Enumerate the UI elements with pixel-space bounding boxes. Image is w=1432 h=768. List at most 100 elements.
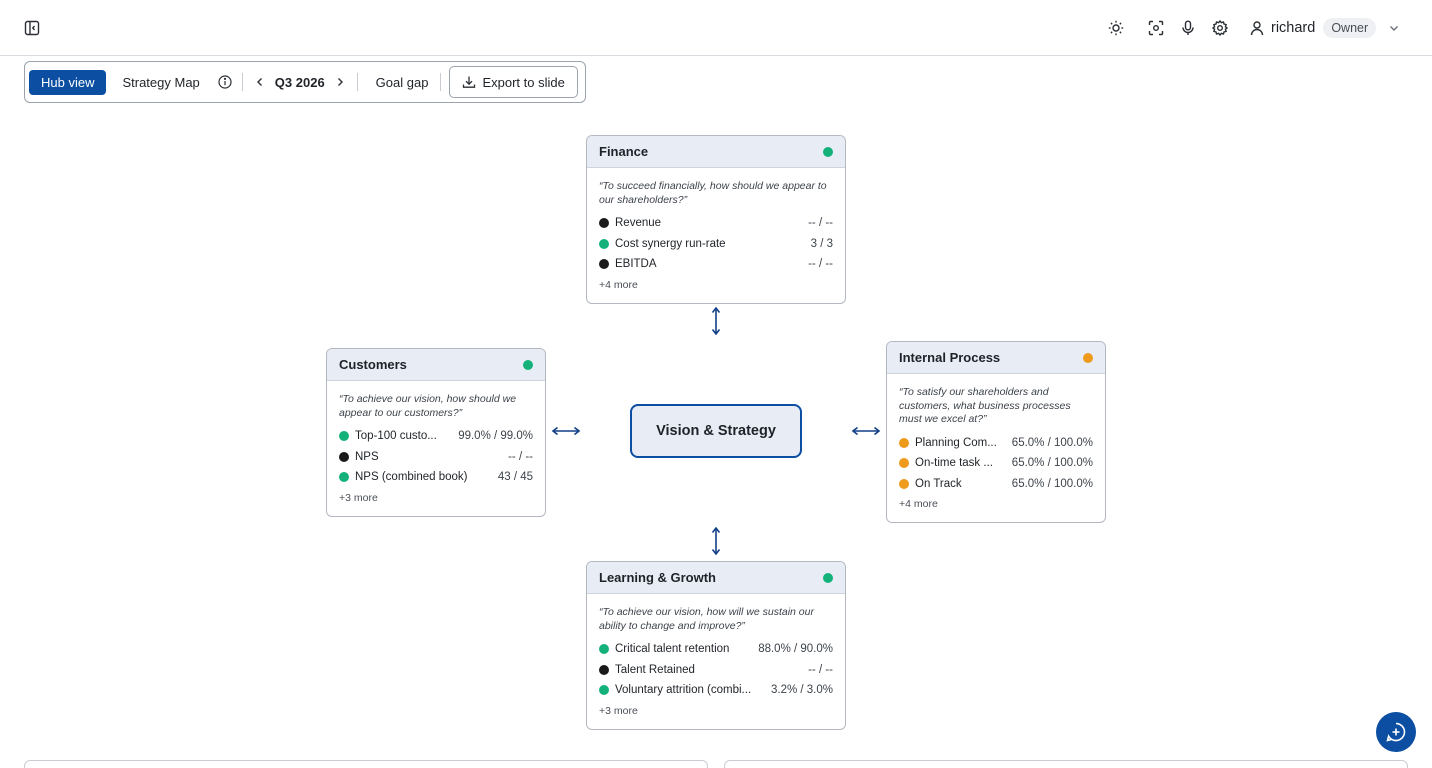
kpi-row[interactable]: NPS -- / -- [339, 447, 533, 468]
chat-plus-icon [1386, 722, 1406, 742]
kpi-value: 65.0% / 100.0% [1011, 457, 1093, 470]
kpi-row[interactable]: On Track 65.0% / 100.0% [899, 474, 1093, 495]
kpi-name: Voluntary attrition (combi... [615, 684, 752, 697]
kpi-name: Cost synergy run-rate [615, 237, 726, 250]
perspective-question: “To achieve our vision, how should we ap… [339, 393, 517, 419]
previous-period-icon[interactable] [249, 71, 271, 93]
kpi-value: -- / -- [508, 450, 533, 463]
kpi-row[interactable]: On-time task ... 65.0% / 100.0% [899, 453, 1093, 474]
kpi-value: -- / -- [808, 217, 833, 230]
next-period-icon[interactable] [329, 71, 351, 93]
perspective-question: “To achieve our vision, how will we sust… [599, 606, 814, 632]
kpi-value: 3 / 3 [810, 237, 833, 250]
perspective-question: “To succeed financially, how should we a… [599, 180, 827, 206]
kpi-name: Top-100 custo... [355, 430, 437, 443]
card-header: Learning & Growth [587, 562, 845, 594]
kpi-row[interactable]: Cost synergy run-rate 3 / 3 [599, 234, 833, 255]
more-link[interactable]: +3 more [599, 704, 638, 717]
kpi-status-dot [599, 685, 609, 696]
kpi-status-dot [599, 238, 609, 249]
vision-strategy-node[interactable]: Vision & Strategy [630, 404, 802, 458]
kpi-value: -- / -- [808, 663, 833, 676]
kpi-name: Planning Com... [915, 436, 997, 449]
view-toolbar: Hub view Strategy Map Q3 2026 Goal gap E… [24, 61, 586, 103]
card-title: Internal Process [899, 350, 1001, 365]
period-label: Q3 2026 [274, 74, 325, 90]
kpi-row[interactable]: EBITDA -- / -- [599, 254, 833, 275]
internal-process-card[interactable]: Internal Process “To satisfy our shareho… [886, 341, 1106, 523]
kpi-status-dot [339, 472, 349, 483]
top-header: richard Owner [0, 0, 1432, 56]
microphone-icon[interactable] [1178, 18, 1198, 38]
user-menu[interactable]: richard Owner [1249, 16, 1400, 40]
kpi-status-dot [599, 259, 609, 270]
kpi-name: On-time task ... [915, 457, 993, 470]
card-header: Finance [587, 136, 845, 168]
kpi-value: 43 / 45 [497, 471, 533, 484]
kpi-value: 65.0% / 100.0% [1011, 436, 1093, 449]
toolbar-divider [356, 73, 358, 91]
bottom-panel-left [24, 760, 708, 768]
goal-gap-button[interactable]: Goal gap [375, 74, 429, 90]
more-link[interactable]: +3 more [339, 491, 378, 504]
vertical-double-arrow-icon [711, 306, 721, 336]
more-link[interactable]: +4 more [599, 278, 638, 291]
kpi-name: NPS [355, 450, 379, 463]
perspective-question: “To satisfy our shareholders and custome… [899, 386, 1071, 425]
strategy-map-button[interactable]: Strategy Map [122, 74, 200, 90]
sidebar-toggle-icon[interactable] [22, 18, 42, 38]
kpi-name: On Track [915, 477, 962, 490]
sun-icon[interactable] [1106, 18, 1126, 38]
kpi-row[interactable]: Planning Com... 65.0% / 100.0% [899, 433, 1093, 454]
finance-card[interactable]: Finance “To succeed financially, how sho… [586, 135, 846, 304]
horizontal-double-arrow-icon [851, 426, 881, 436]
kpi-status-dot [899, 437, 909, 448]
kpi-status-dot [599, 664, 609, 675]
screen-capture-icon[interactable] [1146, 18, 1166, 38]
user-name: richard [1271, 20, 1316, 36]
chat-fab-button[interactable] [1376, 712, 1416, 752]
kpi-name: Critical talent retention [615, 643, 730, 656]
card-header: Internal Process [887, 342, 1105, 374]
chevron-down-icon[interactable] [1388, 22, 1400, 34]
kpi-status-dot [899, 478, 909, 489]
kpi-name: NPS (combined book) [355, 471, 468, 484]
horizontal-double-arrow-icon [551, 426, 581, 436]
kpi-value: 3.2% / 3.0% [770, 684, 833, 697]
vertical-double-arrow-icon [711, 526, 721, 556]
kpi-row[interactable]: Critical talent retention 88.0% / 90.0% [599, 639, 833, 660]
kpi-value: 88.0% / 90.0% [758, 643, 833, 656]
kpi-value: 65.0% / 100.0% [1011, 477, 1093, 490]
card-header: Customers [327, 349, 545, 381]
more-link[interactable]: +4 more [899, 498, 938, 510]
learning-growth-card[interactable]: Learning & Growth “To achieve our vision… [586, 561, 846, 730]
kpi-name: EBITDA [615, 258, 657, 271]
kpi-row[interactable]: Revenue -- / -- [599, 213, 833, 234]
kpi-row[interactable]: Top-100 custo... 99.0% / 99.0% [339, 426, 533, 447]
kpi-name: Talent Retained [615, 663, 695, 676]
kpi-row[interactable]: Talent Retained -- / -- [599, 660, 833, 681]
card-title: Finance [599, 144, 649, 159]
toolbar-divider [241, 73, 243, 91]
status-dot [1083, 352, 1093, 363]
kpi-status-dot [599, 644, 609, 655]
kpi-row[interactable]: Voluntary attrition (combi... 3.2% / 3.0… [599, 680, 833, 701]
customers-card[interactable]: Customers “To achieve our vision, how sh… [326, 348, 546, 517]
kpi-value: -- / -- [808, 258, 833, 271]
kpi-row[interactable]: NPS (combined book) 43 / 45 [339, 467, 533, 488]
kpi-status-dot [599, 218, 609, 229]
kpi-name: Revenue [615, 217, 662, 230]
export-to-slide-button[interactable]: Export to slide [449, 66, 578, 98]
role-badge: Owner [1323, 18, 1377, 38]
gear-icon[interactable] [1210, 18, 1230, 38]
kpi-status-dot [899, 458, 909, 469]
hub-view-button[interactable]: Hub view [29, 69, 107, 95]
status-dot [523, 359, 533, 370]
status-dot [823, 146, 833, 157]
bottom-panel-right [724, 760, 1408, 768]
kpi-status-dot [339, 431, 349, 442]
kpi-value: 99.0% / 99.0% [458, 430, 533, 443]
toolbar-divider [440, 73, 442, 91]
info-icon[interactable] [214, 71, 236, 93]
export-label: Export to slide [482, 74, 565, 90]
